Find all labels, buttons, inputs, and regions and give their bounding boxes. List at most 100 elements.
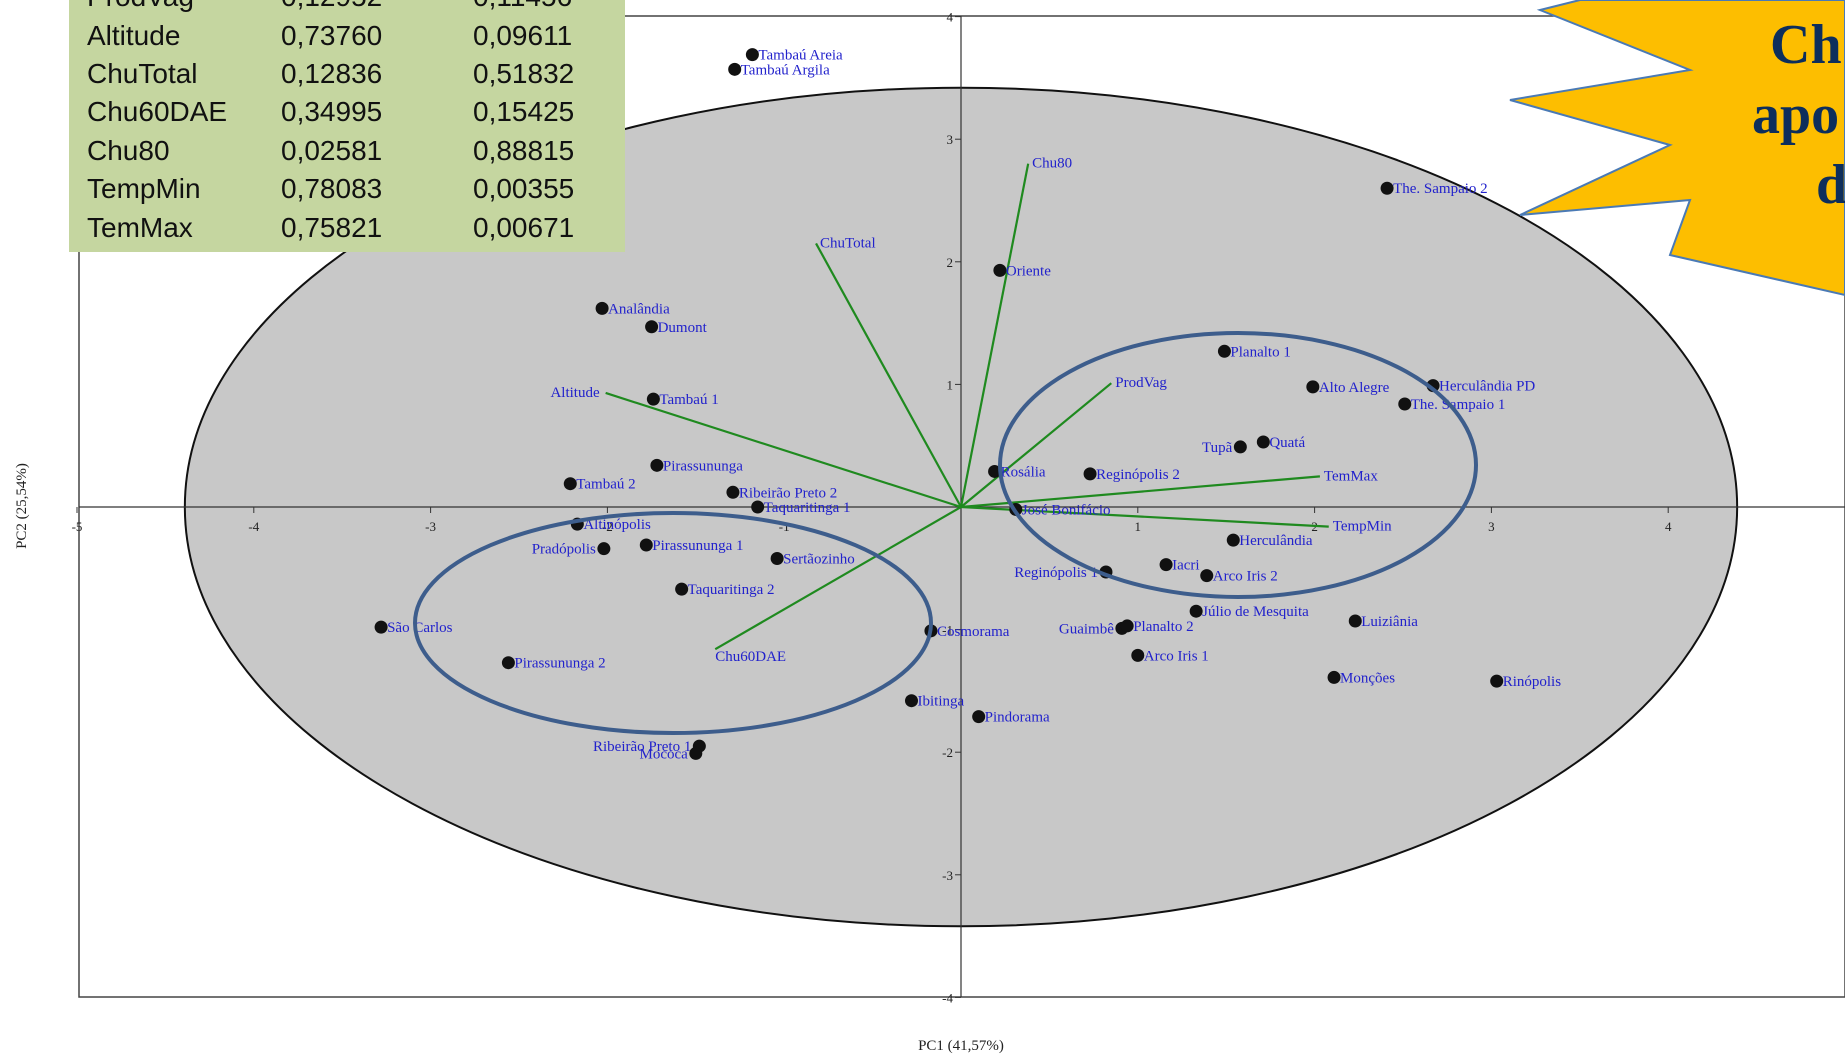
data-point <box>1398 397 1412 411</box>
loading-vector <box>959 163 1030 508</box>
loading-vector <box>714 506 962 651</box>
point-label: Tambaú Argila <box>741 62 830 78</box>
y-tick-label: 1 <box>947 377 954 392</box>
point-label: Taquaritinga 2 <box>688 582 775 598</box>
data-point <box>1348 614 1362 628</box>
point-label: Mococa <box>639 746 688 762</box>
point-label: José Bonifácio <box>1022 502 1111 518</box>
loadings-row: Altitude 0,73760 0,09611 <box>87 16 623 54</box>
loadings-row: ProdVag0,129520,11456 <box>87 0 623 16</box>
loadings-value: 0,09611 <box>473 19 573 51</box>
loading-vector <box>960 505 1329 528</box>
point-label: The. Sampaio 2 <box>1393 181 1488 197</box>
data-point <box>1380 181 1394 195</box>
loading-vector-label: Chu80 <box>1032 156 1072 172</box>
loadings-value: 0,15425 <box>473 96 575 128</box>
point-label: Sertãozinho <box>783 551 855 567</box>
data-point <box>563 477 577 491</box>
x-tick-label: -1 <box>779 519 790 534</box>
data-point <box>646 392 660 406</box>
point-label: Tupã <box>1202 440 1233 456</box>
callout-text: Ch apo d <box>1700 10 1845 220</box>
point-label: Arco Iris 1 <box>1144 648 1209 664</box>
loadings-value: 0,88815 <box>473 134 575 166</box>
point-label: Reginópolis 1 <box>1014 565 1098 581</box>
data-point <box>751 500 765 514</box>
loadings-variable: Altitude <box>87 19 181 51</box>
loadings-value: 0,11456 <box>473 0 623 16</box>
callout-line-2: apo <box>1752 84 1840 146</box>
data-point <box>1159 558 1173 572</box>
data-point <box>1083 467 1097 481</box>
loadings-value: 0,78083 <box>281 173 383 205</box>
x-tick-label: -3 <box>425 519 436 534</box>
point-label: Luiziânia <box>1361 614 1418 630</box>
data-point <box>597 542 611 556</box>
point-label: Ibitinga <box>917 694 964 710</box>
point-label: Pirassununga 1 <box>652 538 743 554</box>
x-tick-label: -2 <box>602 519 613 534</box>
data-point <box>639 538 653 552</box>
y-tick-label: -3 <box>942 868 953 883</box>
point-label: Tambaú 1 <box>659 392 718 408</box>
point-label: Oriente <box>1006 263 1051 279</box>
data-point <box>728 62 742 76</box>
loadings-value: 0,00671 <box>473 211 575 243</box>
loadings-value: 0,73760 <box>281 19 383 51</box>
point-label: Pirassununga 2 <box>514 656 605 672</box>
y-tick-label: 2 <box>947 255 954 270</box>
loading-vector-label: Altitude <box>550 385 600 401</box>
data-point <box>745 48 759 62</box>
data-point <box>1200 569 1214 583</box>
data-point <box>770 551 784 565</box>
point-label: Reginópolis 2 <box>1096 467 1180 483</box>
loadings-value: 0,34995 <box>281 96 383 128</box>
data-point <box>595 301 609 315</box>
callout-star <box>1509 0 1845 297</box>
loading-vectors: Chu80 ChuTotal ProdVag Altitude TemMax TempMi… <box>550 156 1392 665</box>
data-point <box>1226 533 1240 547</box>
point-label: Rinópolis <box>1503 674 1562 690</box>
point-label: Pirassununga <box>663 458 743 474</box>
loading-vector-label: TempMin <box>1333 519 1392 535</box>
point-label: Planalto 2 <box>1133 619 1193 635</box>
cluster-ellipse-right <box>998 331 1478 599</box>
loadings-variable: ChuTotal <box>87 57 198 89</box>
y-tick-label: -1 <box>942 623 953 638</box>
point-label: Altinópolis <box>583 517 651 533</box>
loadings-value: 0,00355 <box>473 173 575 205</box>
data-point <box>1490 674 1504 688</box>
loadings-row: ChuTotal 0,12836 0,51832 <box>87 55 623 93</box>
loadings-row: Chu60DAE 0,34995 0,15425 <box>87 93 623 131</box>
point-label: São Carlos <box>387 620 453 636</box>
point-label: Iacri <box>1172 558 1199 574</box>
loading-vector <box>960 382 1112 508</box>
callout-line-3: d <box>1816 154 1845 216</box>
point-label: Monções <box>1340 670 1395 686</box>
point-label: Cosmorama <box>937 624 1010 640</box>
x-tick-label: -5 <box>72 519 83 534</box>
loadings-variable: Chu80 <box>87 134 170 166</box>
cluster-highlights <box>413 331 1478 735</box>
point-label: The. Sampaio 1 <box>1411 397 1506 413</box>
point-label: Tambaú Areia <box>758 48 843 64</box>
loadings-value: 0,75821 <box>281 211 383 243</box>
data-point <box>1217 344 1231 358</box>
callout-line-1: Ch <box>1770 14 1842 76</box>
point-label: Quatá <box>1269 435 1305 451</box>
data-point <box>1131 648 1145 662</box>
loading-vector-label: ProdVag <box>1115 375 1167 391</box>
point-label: Dumont <box>658 320 708 336</box>
loadings-value: 0,02581 <box>281 134 383 166</box>
loading-vector-label: Chu60DAE <box>715 649 786 665</box>
data-point <box>1189 604 1203 618</box>
loadings-table-grid: ProdVag0,129520,11456 Altitude 0,73760 0,09… <box>87 0 623 247</box>
data-point <box>988 464 1002 478</box>
loadings-variable: TempMin <box>87 173 201 205</box>
point-label: Ribeirão Preto 2 <box>739 485 837 501</box>
loadings-row: Chu80 0,02581 0,88815 <box>87 132 623 170</box>
loading-vector <box>815 242 962 508</box>
y-tick-label: 4 <box>947 10 954 25</box>
loadings-row: TempMin 0,78083 0,00355 <box>87 170 623 208</box>
y-tick-label: 3 <box>947 132 954 147</box>
